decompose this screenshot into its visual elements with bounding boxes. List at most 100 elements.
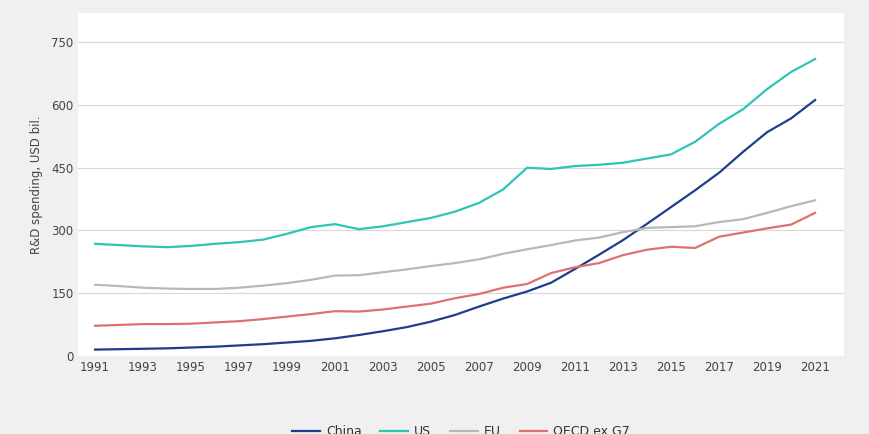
US [665, 152, 675, 157]
EU [545, 243, 555, 248]
OECD ex G7 [617, 253, 627, 258]
OECD ex G7 [665, 244, 675, 250]
China [114, 347, 124, 352]
OECD ex G7 [785, 222, 795, 227]
OECD ex G7 [234, 319, 244, 324]
US [162, 245, 172, 250]
US [90, 241, 100, 247]
EU [761, 210, 772, 216]
EU [617, 230, 627, 235]
US [497, 187, 507, 192]
EU [737, 217, 747, 222]
US [761, 86, 772, 92]
China [377, 329, 388, 334]
OECD ex G7 [306, 312, 316, 317]
US [785, 69, 795, 75]
China [449, 312, 460, 318]
China [209, 344, 220, 349]
Line: US: US [95, 59, 814, 247]
OECD ex G7 [569, 265, 580, 270]
EU [497, 251, 507, 256]
China [809, 97, 819, 102]
EU [282, 280, 292, 286]
OECD ex G7 [282, 314, 292, 319]
US [521, 165, 532, 170]
US [306, 224, 316, 230]
EU [521, 247, 532, 252]
EU [594, 235, 604, 240]
EU [377, 270, 388, 275]
EU [569, 238, 580, 243]
China [90, 347, 100, 352]
China [545, 280, 555, 285]
EU [785, 204, 795, 209]
China [186, 345, 196, 350]
US [809, 56, 819, 62]
EU [186, 286, 196, 292]
OECD ex G7 [545, 270, 555, 276]
Line: EU: EU [95, 201, 814, 289]
OECD ex G7 [594, 260, 604, 266]
China [282, 340, 292, 345]
OECD ex G7 [401, 304, 412, 309]
China [641, 221, 652, 227]
US [282, 231, 292, 237]
US [401, 220, 412, 225]
China [474, 304, 484, 309]
OECD ex G7 [257, 316, 268, 322]
China [665, 204, 675, 210]
US [545, 166, 555, 171]
EU [665, 224, 675, 230]
China [785, 116, 795, 121]
China [689, 187, 700, 193]
EU [426, 263, 436, 269]
US [329, 222, 340, 227]
EU [449, 260, 460, 266]
US [114, 243, 124, 248]
US [594, 162, 604, 168]
EU [234, 285, 244, 290]
EU [114, 283, 124, 289]
US [569, 164, 580, 169]
China [713, 170, 724, 175]
US [377, 224, 388, 229]
China [497, 296, 507, 301]
OECD ex G7 [449, 296, 460, 301]
EU [137, 285, 148, 290]
OECD ex G7 [114, 322, 124, 328]
China [257, 342, 268, 347]
EU [90, 282, 100, 287]
China [569, 266, 580, 272]
US [137, 244, 148, 249]
EU [641, 225, 652, 230]
China [737, 149, 747, 155]
OECD ex G7 [474, 291, 484, 296]
US [617, 160, 627, 165]
China [594, 252, 604, 257]
US [234, 240, 244, 245]
Line: China: China [95, 100, 814, 350]
OECD ex G7 [137, 322, 148, 327]
EU [306, 277, 316, 283]
US [689, 139, 700, 145]
Legend: China, US, EU, OECD ex G7: China, US, EU, OECD ex G7 [287, 421, 634, 434]
Y-axis label: R&D spending, USD bil.: R&D spending, USD bil. [30, 115, 43, 254]
EU [354, 273, 364, 278]
OECD ex G7 [186, 321, 196, 326]
OECD ex G7 [713, 234, 724, 239]
OECD ex G7 [809, 210, 819, 216]
US [186, 243, 196, 249]
US [426, 215, 436, 220]
China [401, 325, 412, 330]
EU [474, 256, 484, 262]
EU [713, 220, 724, 225]
OECD ex G7 [209, 320, 220, 325]
EU [329, 273, 340, 278]
EU [689, 224, 700, 229]
OECD ex G7 [521, 281, 532, 286]
China [329, 336, 340, 341]
OECD ex G7 [426, 301, 436, 306]
OECD ex G7 [737, 230, 747, 235]
EU [809, 198, 819, 203]
US [737, 107, 747, 112]
